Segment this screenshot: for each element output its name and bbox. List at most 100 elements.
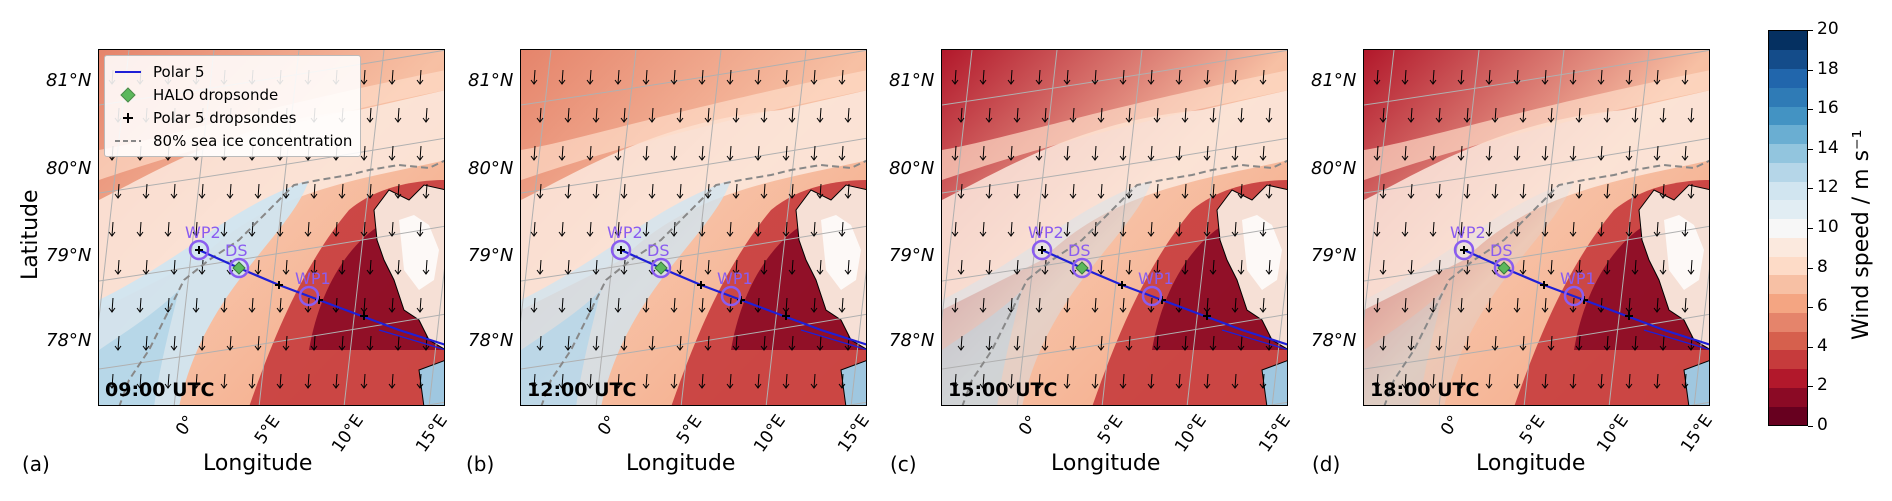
wind-arrow: [954, 145, 957, 161]
wind-arrow: [1410, 335, 1413, 351]
legend-label: Polar 5 dropsondes: [153, 108, 297, 127]
wind-arrow: [1382, 183, 1385, 199]
wind-arrowhead: [226, 269, 234, 275]
wind-arrow: [847, 107, 850, 123]
wind-arrowhead: [1097, 345, 1105, 351]
wind-arrowhead: [614, 383, 622, 389]
wind-arrowhead: [642, 79, 650, 85]
colorbar-tick-mark: [1808, 109, 1813, 111]
wind-arrow: [617, 145, 620, 161]
wind-arrow: [1634, 107, 1637, 123]
wind-arrow: [729, 221, 732, 237]
wind-arrowhead: [558, 79, 566, 85]
wind-arrow: [139, 373, 142, 389]
wind-arrow: [1544, 69, 1547, 85]
wind-arrow: [251, 373, 254, 389]
wind-arrowhead: [754, 155, 762, 161]
wind-arrow: [1128, 335, 1131, 351]
wind-arrowhead: [1063, 307, 1071, 313]
wind-arrow: [1206, 221, 1209, 237]
colorbar-tick-mark: [1808, 346, 1813, 348]
colorbar-segment: [1769, 293, 1807, 313]
wind-arrowhead: [416, 383, 424, 389]
wind-arrowhead: [1463, 117, 1471, 123]
wind-arrowhead: [726, 307, 734, 313]
wind-arrowhead: [276, 307, 284, 313]
wind-arrowhead: [530, 231, 538, 237]
wind-arrowhead: [1259, 79, 1267, 85]
wind-arrowhead: [1597, 383, 1605, 389]
wind-arrow: [1156, 107, 1159, 123]
wind-arrow: [111, 297, 114, 313]
wind-arrow: [791, 335, 794, 351]
wind-arrowhead: [1203, 155, 1211, 161]
wind-arrowhead: [1491, 269, 1499, 275]
wind-arrowhead: [838, 231, 846, 237]
wind-arrowhead: [1603, 345, 1611, 351]
waypoint-label: DS: [225, 241, 247, 260]
wind-arrowhead: [1653, 79, 1661, 85]
wind-arrowhead: [1463, 193, 1471, 199]
blue-line-icon: [115, 70, 141, 73]
wind-arrowhead: [642, 231, 650, 237]
wind-arrow: [1410, 259, 1413, 275]
wind-arrowhead: [220, 383, 228, 389]
wind-arrowhead: [1597, 307, 1605, 313]
wind-arrow: [1212, 107, 1215, 123]
longitude-tick-label: 15°E: [1677, 411, 1717, 457]
colorbar-segment: [1769, 31, 1807, 51]
time-label: 18:00 UTC: [1370, 379, 1480, 401]
colorbar-tick-mark: [1808, 228, 1813, 229]
wind-arrow: [167, 373, 170, 389]
wind-arrowhead: [416, 307, 424, 313]
wind-arrowhead: [951, 383, 959, 389]
wind-arrowhead: [1097, 269, 1105, 275]
wind-arrowhead: [648, 193, 656, 199]
wind-arrow: [954, 221, 957, 237]
waypoint-label: DS: [647, 241, 669, 260]
wind-arrowhead: [1625, 79, 1633, 85]
wind-arrow: [369, 259, 372, 275]
colorbar-segment: [1769, 106, 1807, 126]
wind-arrowhead: [620, 345, 628, 351]
waypoint-marker: [650, 257, 672, 279]
latitude-gridline: [1364, 50, 1709, 106]
wind-band: [1364, 70, 1709, 180]
wind-arrow: [1488, 221, 1491, 237]
wind-arrowhead: [366, 269, 374, 275]
wind-arrow: [1634, 335, 1637, 351]
wind-arrowhead: [1181, 345, 1189, 351]
wind-arrowhead: [114, 269, 122, 275]
wind-arrow: [1206, 297, 1209, 313]
wind-arrow: [1488, 373, 1491, 389]
wind-arrow: [1382, 259, 1385, 275]
wind-arrowhead: [760, 269, 768, 275]
wind-arrowhead: [732, 193, 740, 199]
wind-arrowhead: [1097, 193, 1105, 199]
wind-arrow: [589, 297, 592, 313]
wind-arrow: [1010, 297, 1013, 313]
wind-arrow: [1460, 221, 1463, 237]
wind-arrow: [960, 183, 963, 199]
wind-arrow: [1656, 373, 1659, 389]
wind-arrowhead: [1575, 345, 1583, 351]
wind-arrow: [195, 221, 198, 237]
wind-arrowhead: [1373, 383, 1381, 389]
wind-arrow: [561, 145, 564, 161]
wind-arrowhead: [248, 383, 256, 389]
wind-arrowhead: [1513, 383, 1521, 389]
wind-arrow: [1156, 183, 1159, 199]
colorbar-tick-mark: [1808, 30, 1813, 31]
wind-arrow: [1156, 259, 1159, 275]
wind-arrowhead: [1237, 345, 1245, 351]
wind-arrow: [813, 69, 816, 85]
wind-arrowhead: [951, 231, 959, 237]
colorbar-segment: [1769, 312, 1807, 332]
wind-arrowhead: [388, 231, 396, 237]
wind-arrow: [1690, 183, 1693, 199]
wind-arrow: [707, 259, 710, 275]
wind-arrowhead: [782, 79, 790, 85]
longitude-tick-label: 15°E: [1255, 411, 1295, 457]
wind-arrow: [1516, 221, 1519, 237]
longitude-tick-label: 5°E: [1515, 411, 1550, 449]
